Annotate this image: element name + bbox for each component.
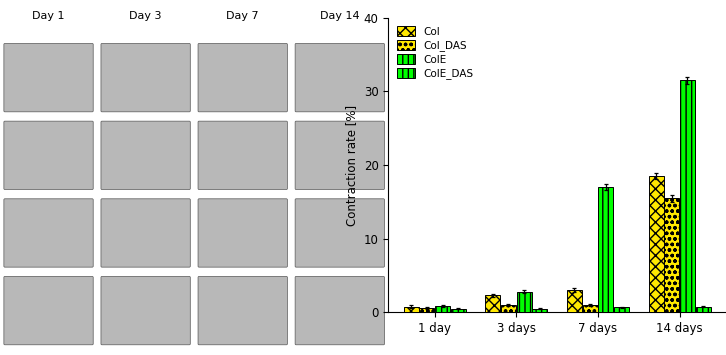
Text: Day 7: Day 7 [227,11,259,21]
Bar [501,305,516,312]
Bar [696,306,711,312]
Bar [451,309,465,312]
Text: Day 3: Day 3 [129,11,162,21]
FancyBboxPatch shape [295,121,385,190]
FancyBboxPatch shape [101,277,190,345]
Bar [517,292,531,312]
Bar [567,290,582,312]
FancyBboxPatch shape [4,121,93,190]
Bar [420,308,434,312]
FancyBboxPatch shape [198,199,287,267]
Bar [598,187,613,312]
FancyBboxPatch shape [4,43,93,112]
FancyBboxPatch shape [198,277,287,345]
Bar [404,306,419,312]
FancyBboxPatch shape [295,43,385,112]
FancyBboxPatch shape [101,199,190,267]
FancyBboxPatch shape [101,43,190,112]
FancyBboxPatch shape [295,277,385,345]
FancyBboxPatch shape [198,43,287,112]
Bar [435,306,450,312]
FancyBboxPatch shape [4,277,93,345]
Text: Day 1: Day 1 [32,11,65,21]
Bar [664,198,680,312]
Y-axis label: Contraction rate [%]: Contraction rate [%] [345,104,358,226]
Bar [680,80,695,312]
Bar [485,295,500,312]
FancyBboxPatch shape [101,121,190,190]
Legend: Col, Col_DAS, ColE, ColE_DAS: Col, Col_DAS, ColE, ColE_DAS [393,23,477,83]
FancyBboxPatch shape [198,121,287,190]
Bar [583,305,597,312]
Bar [532,309,547,312]
FancyBboxPatch shape [4,199,93,267]
FancyBboxPatch shape [295,199,385,267]
Text: Day 14: Day 14 [320,11,359,21]
Bar [614,307,629,312]
Bar [648,176,664,312]
